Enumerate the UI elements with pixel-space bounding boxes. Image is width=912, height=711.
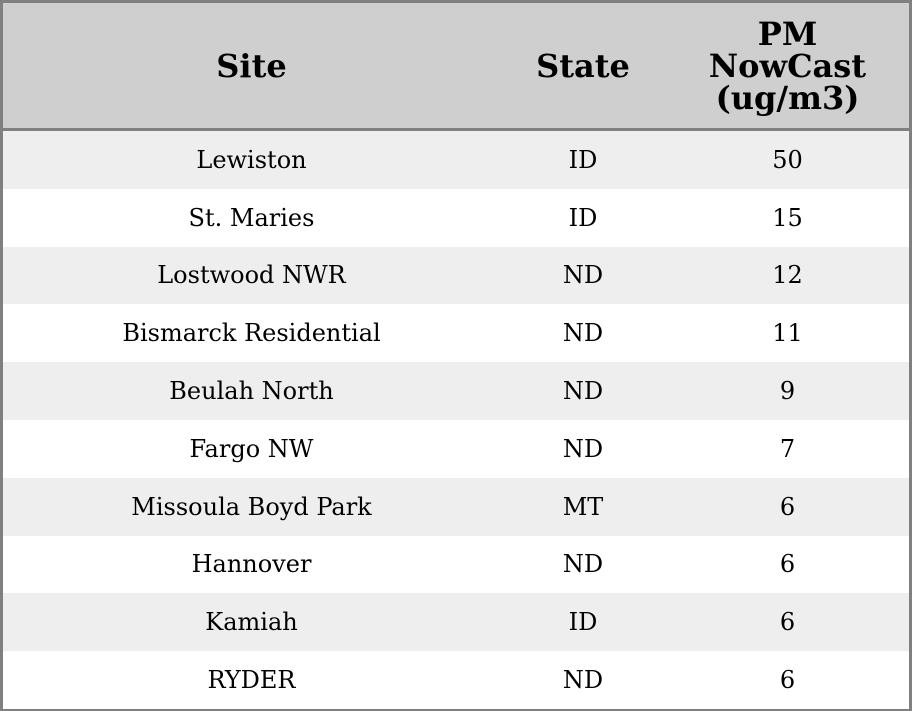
- cell-pm: 6: [666, 651, 909, 709]
- table-row: Hannover ND 6: [3, 535, 909, 594]
- pm-nowcast-table: Site State PM NowCast (ug/m3) Lewiston ID…: [3, 3, 909, 709]
- cell-pm: 6: [666, 593, 909, 652]
- cell-site: Bismarck Residential: [3, 304, 500, 363]
- cell-pm: 15: [666, 188, 909, 247]
- table-row: Kamiah ID 6: [3, 593, 909, 652]
- cell-site: RYDER: [3, 651, 500, 709]
- header-pm-line3: (ug/m3): [715, 78, 860, 117]
- cell-state: ND: [500, 304, 666, 363]
- table-row: Lostwood NWR ND 12: [3, 246, 909, 305]
- cell-state: ID: [500, 593, 666, 652]
- header-row: Site State PM NowCast (ug/m3): [3, 3, 909, 131]
- cell-state: ND: [500, 419, 666, 478]
- cell-pm: 6: [666, 535, 909, 594]
- cell-site: Hannover: [3, 535, 500, 594]
- cell-site: Fargo NW: [3, 419, 500, 478]
- cell-state: ND: [500, 535, 666, 594]
- cell-site: Lewiston: [3, 129, 500, 189]
- cell-pm: 11: [666, 304, 909, 363]
- cell-site: Missoula Boyd Park: [3, 477, 500, 536]
- table-row: RYDER ND 6: [3, 651, 909, 709]
- cell-state: ID: [500, 129, 666, 189]
- cell-pm: 7: [666, 419, 909, 478]
- header-site: Site: [3, 3, 500, 131]
- header-pm-line1: PM: [757, 14, 818, 53]
- cell-site: Lostwood NWR: [3, 246, 500, 305]
- cell-state: ND: [500, 362, 666, 420]
- table-row: St. Maries ID 15: [3, 188, 909, 247]
- cell-pm: 9: [666, 362, 909, 420]
- header-pm-line2: NowCast: [708, 46, 867, 85]
- cell-pm: 6: [666, 477, 909, 536]
- table-row: Lewiston ID 50: [3, 129, 909, 189]
- table-row: Bismarck Residential ND 11: [3, 304, 909, 363]
- cell-state: MT: [500, 477, 666, 536]
- table-row: Beulah North ND 9: [3, 362, 909, 420]
- table-row: Missoula Boyd Park MT 6: [3, 477, 909, 536]
- cell-site: St. Maries: [3, 188, 500, 247]
- cell-state: ND: [500, 246, 666, 305]
- cell-pm: 12: [666, 246, 909, 305]
- header-pm: PM NowCast (ug/m3): [666, 3, 909, 131]
- header-state: State: [500, 3, 666, 131]
- cell-site: Beulah North: [3, 362, 500, 420]
- cell-site: Kamiah: [3, 593, 500, 652]
- table-row: Fargo NW ND 7: [3, 419, 909, 478]
- header-state-label: State: [536, 46, 630, 85]
- header-site-label: Site: [216, 46, 287, 85]
- cell-state: ND: [500, 651, 666, 709]
- cell-pm: 50: [666, 129, 909, 189]
- cell-state: ID: [500, 188, 666, 247]
